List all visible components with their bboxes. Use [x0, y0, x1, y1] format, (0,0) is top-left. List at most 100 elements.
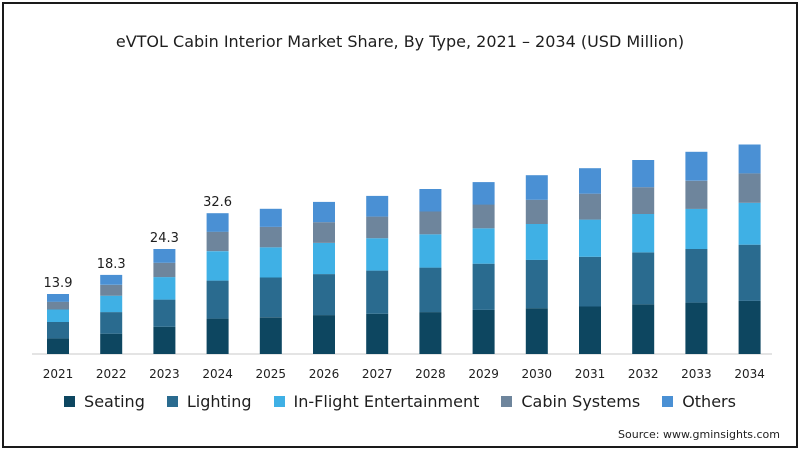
bar-segment-seating-2032	[632, 304, 655, 354]
legend: Seating Lighting In-Flight Entertainment Ca…	[0, 392, 800, 411]
x-tick-label-2025: 2025	[256, 367, 287, 381]
bar-segment-cabin-systems-2030	[525, 199, 548, 224]
bar-segment-seating-2022	[100, 333, 123, 354]
x-tick-label-2024: 2024	[202, 367, 233, 381]
total-label-2022: 18.3	[97, 257, 126, 272]
legend-item-others: Others	[662, 392, 736, 411]
bar-segment-others-2029	[472, 182, 495, 205]
bar-segment-others-2025	[259, 208, 282, 227]
bar-segment-others-2031	[579, 168, 601, 194]
bar-segment-others-2024	[206, 213, 229, 232]
bar-segment-cabin-systems-2031	[579, 193, 601, 220]
bar-segment-seating-2025	[259, 317, 282, 354]
bar-segment-seating-2033	[685, 302, 708, 354]
bar-segment-cabin-systems-2024	[206, 231, 229, 252]
bar-segment-cabin-systems-2028	[419, 211, 442, 235]
bar-segment-in-flight-entertainment-2025	[259, 247, 282, 278]
bar-segment-in-flight-entertainment-2031	[579, 219, 601, 257]
bar-segment-in-flight-entertainment-2027	[366, 238, 389, 271]
x-tick-label-2026: 2026	[309, 367, 340, 381]
legend-label-seating: Seating	[84, 392, 145, 411]
bar-segment-lighting-2022	[100, 312, 123, 334]
bar-segment-cabin-systems-2029	[472, 204, 495, 229]
bar-segment-lighting-2032	[632, 252, 655, 305]
bar-segment-lighting-2021	[47, 322, 69, 339]
bar-segment-in-flight-entertainment-2029	[472, 228, 495, 264]
legend-label-in-flight-entertainment: In-Flight Entertainment	[293, 392, 480, 411]
legend-item-lighting: Lighting	[166, 392, 252, 411]
legend-label-lighting: Lighting	[186, 392, 252, 411]
bar-segment-cabin-systems-2022	[100, 284, 123, 296]
bar-segment-others-2034	[738, 144, 761, 174]
x-tick-label-2021: 2021	[43, 367, 74, 381]
bar-segment-others-2033	[685, 151, 708, 181]
bar-segment-in-flight-entertainment-2034	[738, 202, 761, 245]
bar-segment-others-2022	[100, 274, 123, 285]
x-tick-label-2032: 2032	[628, 367, 659, 381]
bar-segment-in-flight-entertainment-2028	[419, 234, 442, 268]
bar-segment-cabin-systems-2033	[685, 180, 708, 209]
bar-segment-seating-2030	[525, 308, 548, 354]
bar-segment-in-flight-entertainment-2024	[206, 251, 229, 281]
legend-label-others: Others	[682, 392, 736, 411]
bar-segment-others-2027	[366, 195, 389, 217]
bar-segment-lighting-2026	[313, 274, 335, 316]
bar-segment-seating-2031	[579, 306, 601, 354]
bar-segment-in-flight-entertainment-2023	[153, 277, 176, 300]
x-tick-label-2029: 2029	[468, 367, 499, 381]
bar-segment-in-flight-entertainment-2021	[47, 309, 69, 322]
bar-segment-others-2028	[419, 189, 442, 212]
x-tick-label-2023: 2023	[149, 367, 180, 381]
x-tick-label-2031: 2031	[575, 367, 606, 381]
bar-segment-seating-2028	[419, 312, 442, 354]
bar-segment-lighting-2029	[472, 263, 495, 310]
bar-segment-lighting-2031	[579, 256, 601, 307]
bar-segment-cabin-systems-2027	[366, 216, 389, 239]
bar-segment-cabin-systems-2026	[313, 222, 335, 243]
legend-label-cabin-systems: Cabin Systems	[521, 392, 641, 411]
bar-segment-others-2023	[153, 249, 176, 263]
x-tick-label-2022: 2022	[96, 367, 127, 381]
legend-swatch-others	[662, 396, 674, 407]
bar-segment-cabin-systems-2032	[632, 187, 655, 214]
x-tick-label-2033: 2033	[681, 367, 712, 381]
legend-item-seating: Seating	[64, 392, 145, 411]
bar-segment-lighting-2033	[685, 249, 708, 303]
bar-segment-lighting-2034	[738, 244, 761, 301]
bar-segment-cabin-systems-2023	[153, 262, 176, 278]
bar-segment-in-flight-entertainment-2026	[313, 243, 335, 275]
bar-segment-in-flight-entertainment-2032	[632, 214, 655, 253]
source-note: Source: www.gminsights.com	[618, 428, 780, 441]
bar-segment-others-2026	[313, 201, 335, 223]
bar-segment-in-flight-entertainment-2022	[100, 295, 123, 313]
bar-segment-seating-2026	[313, 315, 335, 354]
bar-segment-seating-2024	[206, 318, 229, 354]
bar-segment-cabin-systems-2034	[738, 173, 761, 203]
bar-segment-others-2030	[525, 175, 548, 200]
bar-segment-seating-2023	[153, 326, 176, 354]
bar-segment-cabin-systems-2025	[259, 227, 282, 248]
bar-segment-lighting-2027	[366, 270, 389, 314]
bar-segment-seating-2029	[472, 309, 495, 354]
legend-swatch-in-flight-entertainment	[273, 396, 285, 407]
x-tick-label-2030: 2030	[522, 367, 553, 381]
bar-segment-lighting-2025	[259, 277, 282, 318]
x-tick-label-2034: 2034	[734, 367, 765, 381]
x-tick-label-2027: 2027	[362, 367, 393, 381]
bar-segment-seating-2027	[366, 313, 389, 354]
x-tick-label-2028: 2028	[415, 367, 446, 381]
bar-segment-in-flight-entertainment-2030	[525, 224, 548, 260]
bar-segment-cabin-systems-2021	[47, 301, 69, 310]
legend-swatch-cabin-systems	[501, 396, 513, 407]
bar-segment-in-flight-entertainment-2033	[685, 208, 708, 249]
bar-segment-lighting-2023	[153, 299, 176, 327]
bar-segment-lighting-2024	[206, 280, 229, 319]
legend-swatch-lighting	[166, 396, 178, 407]
total-label-2024: 32.6	[203, 195, 232, 210]
bar-segment-lighting-2028	[419, 267, 442, 313]
bar-segment-seating-2021	[47, 338, 69, 354]
bar-segment-others-2032	[632, 160, 655, 188]
legend-item-in-flight-entertainment: In-Flight Entertainment	[273, 392, 480, 411]
